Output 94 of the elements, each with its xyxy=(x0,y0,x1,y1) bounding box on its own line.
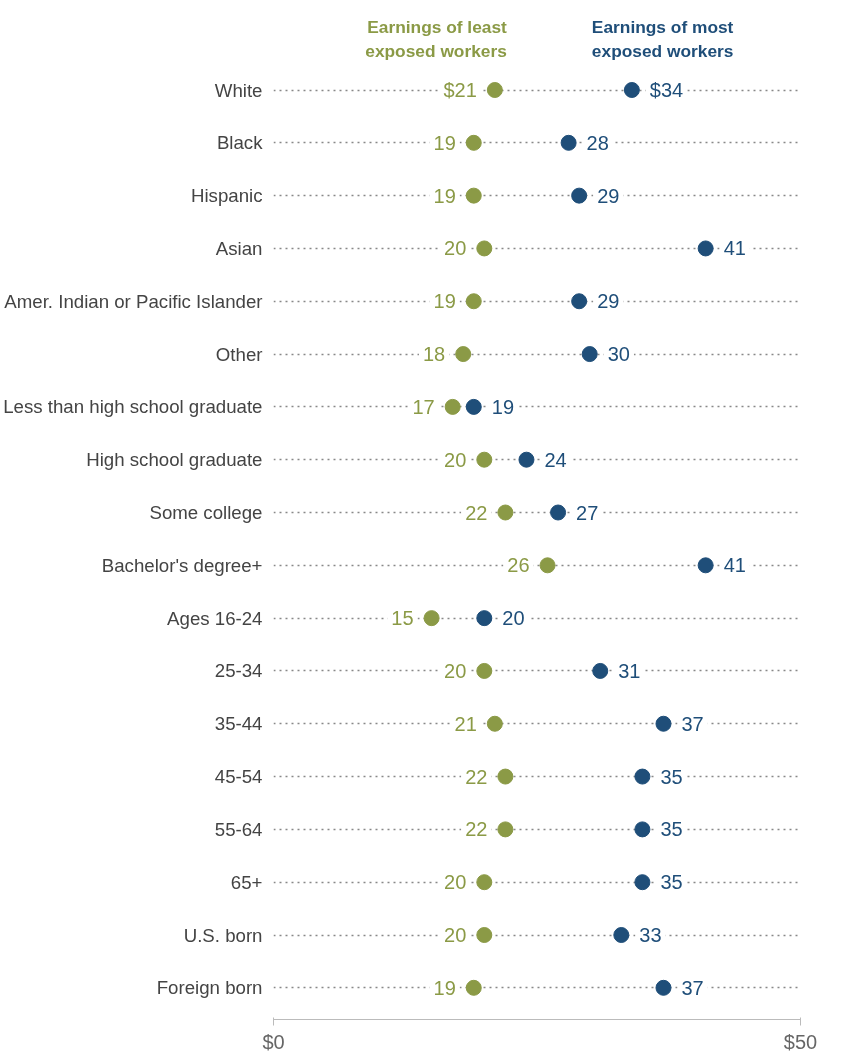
point xyxy=(634,768,651,785)
point xyxy=(634,874,651,891)
point xyxy=(497,768,514,785)
point xyxy=(697,240,714,257)
point xyxy=(476,662,493,679)
data-label: 15 xyxy=(391,607,414,630)
point xyxy=(486,715,503,732)
y-tick-label: 45-54 xyxy=(214,766,263,788)
data-label: 33 xyxy=(639,924,662,946)
point xyxy=(539,557,556,574)
y-tick-label: White xyxy=(214,79,263,101)
data-label: 20 xyxy=(444,871,467,894)
point xyxy=(581,346,598,363)
y-tick-label: 55-64 xyxy=(214,818,263,840)
data-label: 31 xyxy=(618,659,641,682)
point xyxy=(550,504,567,521)
data-label: 26 xyxy=(507,554,530,577)
point xyxy=(465,187,482,204)
data-label: 18 xyxy=(422,343,446,366)
data-label: 37 xyxy=(681,976,704,999)
data-label: 19 xyxy=(491,395,515,418)
point xyxy=(476,451,493,468)
data-label: 37 xyxy=(681,712,704,735)
data-label: 41 xyxy=(723,237,746,260)
point xyxy=(497,821,514,838)
y-tick-label: High school graduate xyxy=(86,449,263,471)
point xyxy=(613,927,630,943)
data-label: 19 xyxy=(433,131,456,154)
x-tick-label: $0 xyxy=(262,1030,285,1053)
data-label: 17 xyxy=(412,395,435,418)
point xyxy=(455,346,472,363)
y-tick-label: Foreign born xyxy=(156,977,263,999)
point xyxy=(655,979,672,996)
data-label: 19 xyxy=(433,184,456,207)
y-tick-label: Hispanic xyxy=(190,185,263,207)
y-tick-label: Amer. Indian or Pacific Islander xyxy=(4,290,263,312)
data-label: $21 xyxy=(443,79,477,101)
x-tick-label: $50 xyxy=(783,1030,818,1053)
data-label: 19 xyxy=(433,290,456,313)
point xyxy=(697,557,714,574)
point xyxy=(571,187,588,204)
data-label: 22 xyxy=(465,765,488,788)
point xyxy=(476,874,493,891)
point xyxy=(571,293,588,310)
y-tick-label: Ages 16-24 xyxy=(167,607,263,629)
data-label: 29 xyxy=(597,184,620,207)
y-tick-label: Some college xyxy=(149,502,263,523)
point xyxy=(465,293,482,310)
data-label: 21 xyxy=(454,712,477,735)
point xyxy=(476,610,493,627)
point xyxy=(465,398,482,415)
point xyxy=(560,134,577,151)
y-tick-label: 35-44 xyxy=(214,713,263,735)
data-label: 22 xyxy=(465,818,488,841)
y-tick-label: 25-34 xyxy=(214,660,263,682)
point xyxy=(497,504,514,521)
data-label: 27 xyxy=(576,501,599,524)
y-tick-label: Black xyxy=(216,132,264,154)
data-label: 30 xyxy=(607,343,630,366)
point xyxy=(444,398,461,415)
data-label: 24 xyxy=(544,448,567,471)
data-label: 41 xyxy=(723,554,746,577)
point xyxy=(476,240,493,257)
data-label: 35 xyxy=(660,871,683,894)
data-label: 20 xyxy=(444,924,467,946)
data-label: 35 xyxy=(660,765,683,788)
y-tick-label: Other xyxy=(215,343,263,365)
point xyxy=(518,451,535,468)
text: Earnings of most exposed workers xyxy=(591,16,734,61)
point xyxy=(423,610,440,627)
y-tick-label: Asian xyxy=(215,237,263,259)
y-tick-label: U.S. born xyxy=(183,924,263,946)
point xyxy=(623,82,640,98)
data-label: 19 xyxy=(433,976,456,999)
data-label: $34 xyxy=(649,79,684,101)
y-tick-label: Bachelor's degree+ xyxy=(101,554,263,576)
point xyxy=(486,82,503,98)
y-tick-label: 65+ xyxy=(230,871,263,893)
data-label: 20 xyxy=(444,448,467,471)
data-label: 29 xyxy=(597,290,620,313)
point xyxy=(476,927,493,943)
data-label: 22 xyxy=(465,501,488,524)
data-label: 20 xyxy=(444,237,467,260)
point xyxy=(465,979,482,996)
point xyxy=(592,662,609,679)
y-tick-label: Less than high school graduate xyxy=(3,396,263,418)
data-label: 35 xyxy=(660,818,683,841)
data-label: 20 xyxy=(444,659,467,682)
point xyxy=(655,715,672,732)
data-label: 28 xyxy=(586,131,609,154)
data-label: 20 xyxy=(502,607,525,630)
point xyxy=(465,134,482,151)
series-label: Earnings of least exposed workers xyxy=(365,16,508,61)
point xyxy=(634,821,651,838)
